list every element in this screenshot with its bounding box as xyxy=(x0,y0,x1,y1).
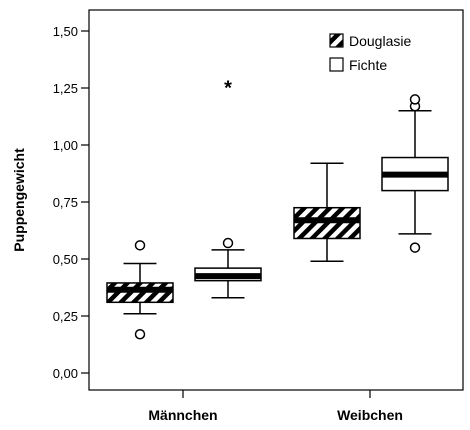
y-tick-label: 1,00 xyxy=(53,138,78,153)
boxes: * xyxy=(106,78,449,340)
legend: Douglasie Fichte xyxy=(329,33,411,73)
y-axis-title: Puppengewicht xyxy=(11,148,27,252)
y-tick-label: 0,50 xyxy=(53,252,78,267)
y-tick-label: 0,25 xyxy=(53,309,78,324)
box-douglasie-maennchen xyxy=(106,240,174,340)
extreme-point: * xyxy=(224,78,232,100)
x-tick-label: Weibchen xyxy=(337,407,403,423)
outlier-point xyxy=(222,237,234,249)
legend-swatch-douglasie xyxy=(329,33,344,48)
x-tick-label: Männchen xyxy=(148,407,217,423)
y-tick-label: 1,25 xyxy=(53,81,78,96)
box-fichte-weibchen xyxy=(381,94,449,253)
legend-label-douglasie: Douglasie xyxy=(349,33,411,49)
y-axis: 0,00 0,25 0,50 0,75 1,00 1,25 1,50 xyxy=(53,24,89,381)
y-tick-label: 0,00 xyxy=(53,366,78,381)
outlier-point xyxy=(409,242,421,253)
legend-swatch-fichte xyxy=(329,57,344,72)
legend-label-fichte: Fichte xyxy=(349,57,387,73)
y-tick-label: 0,75 xyxy=(53,195,78,210)
x-axis: Männchen Weibchen xyxy=(148,390,403,423)
y-tick-label: 1,50 xyxy=(53,24,78,39)
box-douglasie-weibchen xyxy=(293,162,361,263)
outlier-point xyxy=(134,240,146,251)
outlier-point xyxy=(134,328,146,340)
plot-area xyxy=(88,9,464,391)
outlier-point xyxy=(409,94,421,105)
box-fichte-maennchen: * xyxy=(194,78,262,299)
